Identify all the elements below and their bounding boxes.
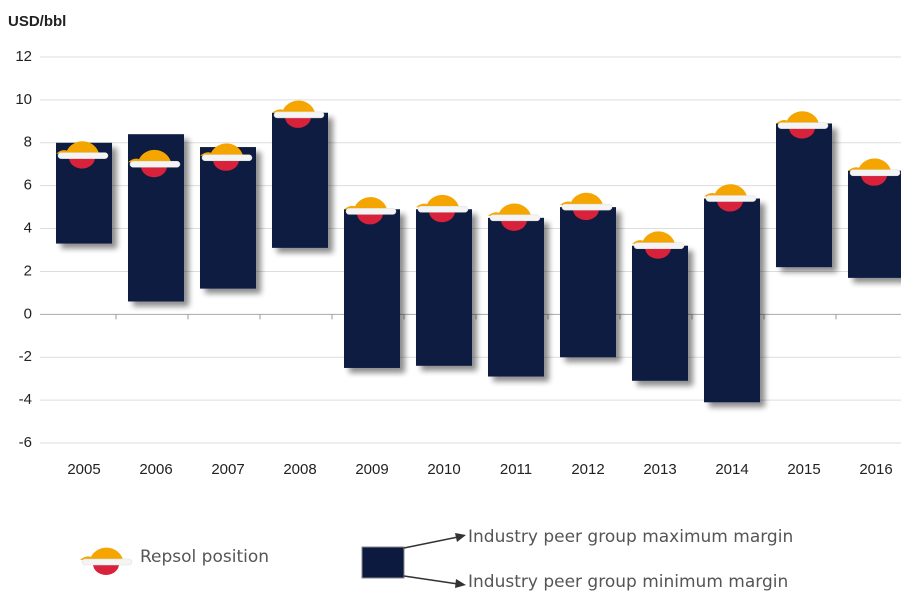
- logo-bottom: [69, 157, 95, 169]
- y-tick-label: -4: [19, 391, 32, 408]
- range-bar: [272, 112, 328, 248]
- logo-band: [417, 206, 469, 213]
- logo-band: [849, 169, 901, 177]
- x-tick-label: 2014: [715, 461, 748, 478]
- y-tick-label: 6: [24, 177, 32, 194]
- logo-top: [200, 143, 243, 156]
- logo-top: [848, 158, 891, 171]
- x-tick-label: 2010: [427, 461, 460, 478]
- legend-arrow: [403, 575, 459, 585]
- legend-arrowhead: [455, 579, 466, 588]
- repsol-marker: [128, 149, 181, 178]
- range-bar: [776, 123, 832, 268]
- legend: Repsol position Industry peer group maxi…: [80, 527, 793, 592]
- logo-top: [56, 141, 99, 154]
- range-bar: [560, 207, 616, 358]
- logo-bottom: [861, 174, 888, 186]
- logo-top: [80, 547, 123, 560]
- repsol-marker: [560, 192, 613, 221]
- range-bar: [488, 217, 544, 377]
- repsol-marker: [344, 197, 397, 225]
- logo-top: [416, 194, 459, 208]
- x-tick-label: 2012: [571, 461, 604, 478]
- y-axis-label: USD/bbl: [8, 13, 66, 30]
- x-tick-label: 2008: [283, 461, 316, 478]
- legend-label: Repsol position: [140, 547, 269, 567]
- repsol-marker: [488, 203, 541, 231]
- x-tick-label: 2009: [355, 461, 388, 478]
- logo-top: [128, 149, 171, 163]
- repsol-marker: [848, 158, 901, 186]
- x-tick-label: 2006: [139, 461, 172, 478]
- logo-bottom: [789, 127, 815, 139]
- range-bar: [704, 198, 760, 403]
- logo-band: [489, 214, 541, 222]
- repsol-marker: [776, 111, 829, 139]
- logo-bottom: [429, 211, 455, 223]
- legend-label: Industry peer group minimum margin: [468, 572, 788, 592]
- logo-bottom: [93, 564, 119, 575]
- y-tick-label: -6: [19, 434, 32, 451]
- x-tick-label: 2016: [859, 461, 892, 478]
- repsol-marker: [416, 194, 469, 223]
- logo-band: [633, 242, 685, 249]
- y-tick-label: 0: [24, 305, 32, 322]
- legend-arrow: [403, 536, 459, 549]
- legend-arrowhead: [455, 533, 466, 542]
- y-tick-label: 8: [24, 134, 32, 151]
- logo-top: [776, 111, 819, 124]
- logo-bottom: [141, 166, 167, 178]
- logo-band: [345, 208, 397, 215]
- logo-top: [704, 184, 747, 197]
- y-tick-label: 4: [24, 220, 32, 237]
- logo-bottom: [213, 159, 239, 171]
- x-tick-label: 2015: [787, 461, 820, 478]
- legend-swatch: [361, 546, 405, 579]
- x-tick-label: 2013: [643, 461, 676, 478]
- y-tick-label: -2: [19, 348, 32, 365]
- logo-band: [57, 152, 109, 159]
- y-tick-label: 2: [24, 262, 32, 279]
- repsol-marker: [632, 231, 685, 259]
- y-tick-label: 12: [15, 48, 32, 65]
- x-tick-label: 2005: [67, 461, 100, 478]
- logo-bottom: [573, 209, 599, 221]
- range-bar: [632, 245, 688, 381]
- x-tick-label: 2011: [500, 461, 532, 478]
- repsol-marker: [704, 184, 757, 212]
- logo-bottom: [357, 213, 383, 225]
- logo-top: [488, 203, 531, 216]
- logo-top: [272, 100, 315, 113]
- range-bar: [344, 209, 400, 368]
- logo-band: [201, 154, 253, 162]
- x-tick-label: 2007: [211, 461, 244, 478]
- logo-bottom: [717, 200, 743, 212]
- repsol-marker: [200, 143, 253, 171]
- logo-top: [560, 192, 603, 206]
- plot: -6 -4 -2 0 2 4 6 8 10 12 2005 2006 2007 2008 2009 2010 2…: [15, 48, 901, 478]
- logo-bottom: [501, 219, 527, 231]
- logo-top: [632, 231, 675, 244]
- logo-top: [344, 197, 387, 210]
- logo-band: [129, 160, 181, 168]
- logo-band: [561, 203, 613, 211]
- range-bar: [416, 209, 472, 366]
- logo-bottom: [645, 247, 671, 259]
- logo-band: [705, 195, 757, 202]
- legend-icon: [80, 547, 133, 575]
- logo-bottom: [285, 116, 311, 128]
- range-bar: [848, 170, 901, 278]
- legend-label: Industry peer group maximum margin: [468, 527, 793, 547]
- repsol-marker: [272, 100, 325, 128]
- repsol-marker: [56, 141, 109, 169]
- y-tick-label: 10: [15, 91, 32, 108]
- logo-band: [273, 111, 325, 119]
- logo-band: [81, 558, 133, 566]
- logo-band: [777, 122, 829, 129]
